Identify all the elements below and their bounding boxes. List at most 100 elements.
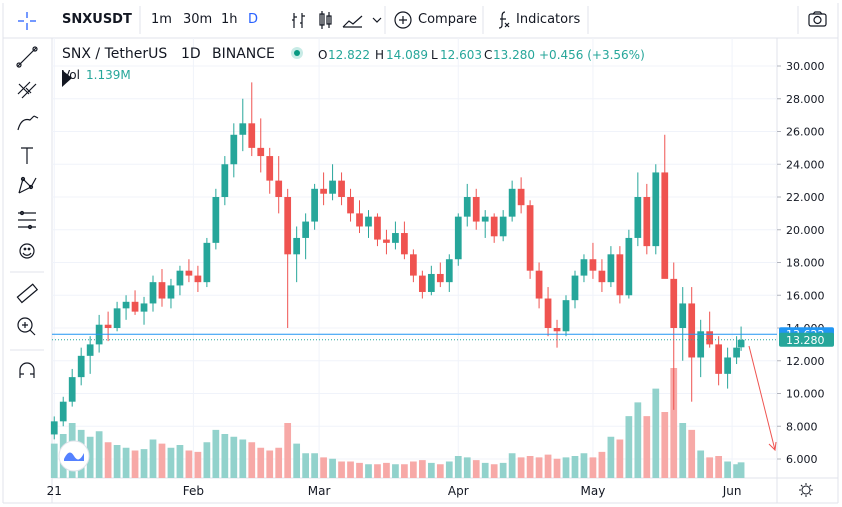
candle-body <box>571 275 579 301</box>
volume-bar <box>302 453 310 478</box>
volume-bar <box>50 443 58 478</box>
candle-body <box>293 237 301 255</box>
y-tick-label: 16.000 <box>786 289 825 302</box>
volume-bar <box>571 456 579 478</box>
volume-bar <box>580 453 588 478</box>
volume-bar <box>679 423 687 478</box>
volume-bar <box>248 442 256 478</box>
y-tick-label: 10.000 <box>786 388 825 401</box>
volume-bar <box>167 447 175 478</box>
volume-bar <box>104 442 112 478</box>
y-tick-label: 26.000 <box>786 126 825 139</box>
volume-bar <box>185 450 193 478</box>
y-tick-label: 24.000 <box>786 158 825 171</box>
ohlc-legend: O 12.822 H 14.089 L 12.603 C 13.280 +0.4… <box>62 48 645 82</box>
candle-body <box>383 239 390 243</box>
candle-body <box>77 355 85 378</box>
candle-body <box>221 164 229 198</box>
cursor <box>62 70 72 87</box>
candle-body <box>167 285 175 299</box>
volume-bar <box>598 451 606 478</box>
volume-bar <box>553 458 561 478</box>
candle-body <box>544 298 552 329</box>
y-tick-label: 8.000 <box>786 420 818 433</box>
candle-body <box>499 216 507 237</box>
bar-type-icons[interactable] <box>292 11 827 29</box>
candle-body <box>697 331 705 358</box>
candle-body <box>526 205 534 271</box>
volume-bar <box>724 461 731 478</box>
interval-button[interactable]: D <box>248 12 259 27</box>
volume-bar <box>634 402 642 478</box>
candle-body <box>374 216 381 240</box>
volume-bar <box>517 457 525 478</box>
volume-bar <box>221 434 229 478</box>
interval-button[interactable]: 30m <box>183 12 213 27</box>
candle-body <box>392 233 399 243</box>
candle-body <box>733 347 740 358</box>
interval-button[interactable]: 1h <box>221 12 238 27</box>
candle-body <box>688 303 696 358</box>
volume-bar <box>562 457 570 478</box>
candle-body <box>347 197 354 214</box>
candle-body <box>737 339 745 348</box>
volume-bar <box>499 462 507 478</box>
y-tick-label: 30.000 <box>786 60 825 73</box>
candle-body <box>176 270 184 286</box>
candle-body <box>670 278 678 329</box>
candle-body <box>257 147 265 157</box>
volume-bar <box>203 442 211 478</box>
volume-bar <box>463 457 471 478</box>
compare-button[interactable]: Compare <box>418 12 477 27</box>
candle-body <box>580 259 588 276</box>
symbol[interactable]: SNXUSDT <box>62 12 132 27</box>
candle-body <box>149 282 157 304</box>
candle-body <box>706 331 714 345</box>
volume-bar <box>140 449 148 478</box>
settings-icon[interactable] <box>799 483 813 497</box>
volume-bar <box>508 453 516 478</box>
candle-body <box>239 123 247 135</box>
volume-bar <box>266 450 274 478</box>
price-label-bg <box>779 332 834 347</box>
volume-bar <box>589 457 597 478</box>
symbol-title: SNX / TetherUS <box>62 46 167 62</box>
drawing-tools[interactable] <box>16 46 39 378</box>
volume-bar <box>472 460 480 478</box>
volume-bar <box>176 445 184 478</box>
candle-body <box>122 301 130 309</box>
interval-button[interactable]: 1m <box>151 12 172 27</box>
y-tick-label: 28.000 <box>786 93 825 106</box>
candle-body <box>275 180 283 198</box>
y-tick-label: 18.000 <box>786 257 825 270</box>
candle-body <box>616 254 624 296</box>
indicators-button[interactable]: Indicators <box>516 12 581 27</box>
plot: 6.0008.00010.00012.00014.00016.00018.000… <box>47 38 834 498</box>
volume-bar <box>706 457 714 478</box>
legend-value: 13.280 <box>493 48 535 62</box>
x-tick-label: Mar <box>308 484 331 498</box>
candle-body <box>320 188 327 194</box>
candle-body <box>131 301 139 312</box>
volume-bar <box>490 464 498 478</box>
volume-bar <box>688 429 696 478</box>
candle-body <box>203 242 211 283</box>
x-tick-label: Feb <box>183 484 204 498</box>
candle-body <box>463 197 471 217</box>
volume-bar <box>347 461 354 478</box>
candle-body <box>302 221 310 238</box>
candle-body <box>643 197 651 247</box>
x-tick-label: Apr <box>448 484 469 498</box>
volume-bar <box>652 388 660 478</box>
y-tick-label: 20.000 <box>786 224 825 237</box>
candle-body <box>68 377 76 402</box>
crosshair-icon[interactable] <box>18 12 36 30</box>
candle-body <box>445 259 453 283</box>
volume-bar <box>526 456 534 478</box>
candle-body <box>140 303 148 312</box>
volume-bar <box>445 461 453 478</box>
volume-bar <box>320 457 327 478</box>
candle-body <box>185 270 193 276</box>
